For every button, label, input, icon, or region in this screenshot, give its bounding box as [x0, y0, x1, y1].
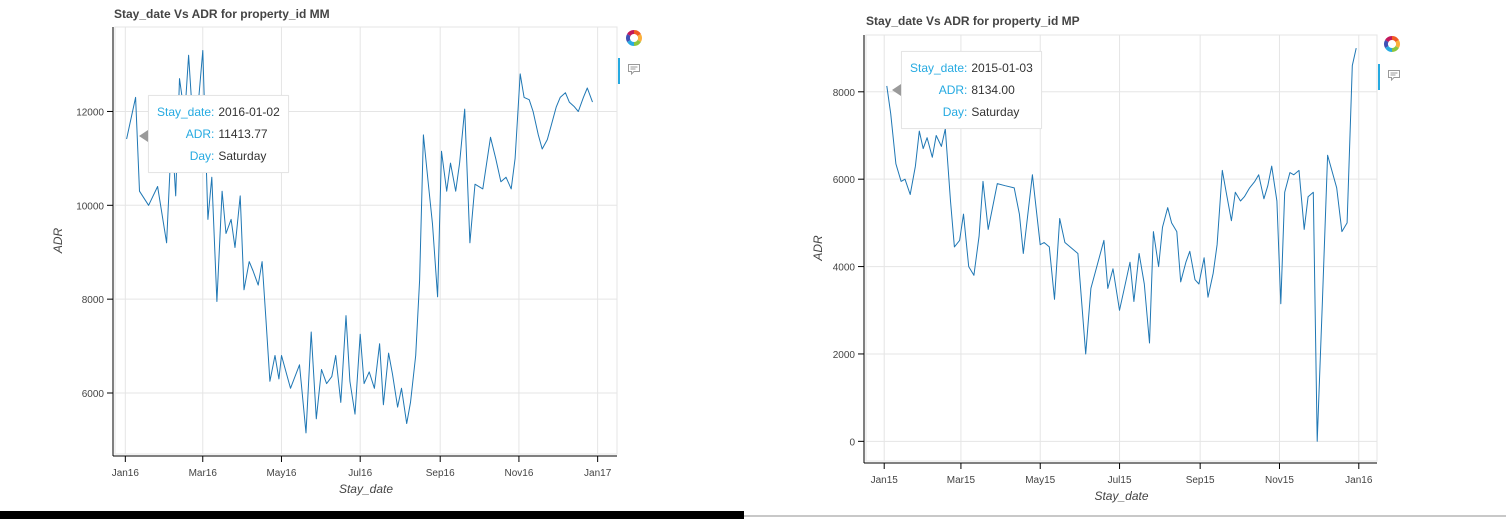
window-bottom-edge [0, 511, 744, 519]
tooltip-key-stay-date: Stay_date: [910, 61, 968, 75]
hover-tool-icon[interactable] [628, 64, 640, 75]
x-tick-label: Mar16 [189, 468, 218, 479]
x-tick-label: May15 [1025, 475, 1055, 486]
y-tick-label: 12000 [76, 107, 104, 118]
x-tick-label: Nov16 [504, 468, 533, 479]
hover-tooltip: Stay_date: 2015-01-03 ADR: 8134.00 Day: … [901, 51, 1042, 129]
y-tick-label: 8000 [82, 295, 105, 306]
tooltip-arrow-icon [139, 130, 148, 142]
tooltip-value-day: Saturday [971, 105, 1020, 119]
y-tick-label: 0 [849, 437, 855, 448]
active-tool-indicator [618, 58, 620, 84]
y-tick-label: 10000 [76, 201, 104, 212]
y-tick-label: 6000 [833, 175, 856, 186]
chart-title: Stay_date Vs ADR for property_id MP [866, 14, 1080, 28]
series-line [886, 47, 1357, 442]
tooltip-value-day: Saturday [218, 149, 267, 163]
y-tick-label: 2000 [833, 350, 856, 361]
x-tick-label: Sep16 [426, 468, 455, 479]
plot-frame [114, 26, 618, 455]
active-tool-indicator [1378, 64, 1380, 90]
y-axis-label: ADR [51, 228, 65, 255]
chart-toolbar [618, 28, 648, 88]
tooltip-value-adr: 8134.00 [971, 83, 1015, 97]
chart-panel-mm: Stay_date Vs ADR for property_id MM Jan1… [0, 0, 660, 505]
x-tick-label: Jan16 [112, 468, 140, 479]
tooltip-key-stay-date: Stay_date: [157, 105, 215, 119]
window-bottom-edge [744, 515, 1506, 517]
plot-frame [865, 34, 1378, 462]
plot-canvas[interactable]: Jan15 Mar15 May15 Jul15 Sep15 Nov15 Jan16 0 2000… [800, 0, 1440, 510]
x-axis-label: Stay_date [1094, 489, 1148, 503]
chart-title: Stay_date Vs ADR for property_id MM [114, 7, 330, 21]
series-line [126, 50, 593, 434]
plot-canvas[interactable]: Jan16 Mar16 May16 Jul16 Sep16 Nov16 Jan17 6000 8… [0, 0, 660, 505]
x-tick-label: Jan16 [1345, 475, 1373, 486]
chart-toolbar [1378, 34, 1406, 94]
tooltip-key-adr: ADR: [938, 83, 968, 97]
x-tick-label: Mar15 [947, 475, 976, 486]
tooltip-key-day: Day: [942, 105, 968, 119]
x-tick-label: Jul16 [348, 468, 372, 479]
chart-panel-mp: Stay_date Vs ADR for property_id MP Jan1… [800, 0, 1440, 510]
tooltip-key-day: Day: [189, 149, 215, 163]
x-axis-label: Stay_date [339, 482, 393, 496]
tooltip-key-adr: ADR: [185, 127, 215, 141]
x-tick-label: May16 [266, 468, 296, 479]
x-tick-label: Jul15 [1108, 475, 1132, 486]
y-tick-label: 8000 [833, 88, 856, 99]
bokeh-logo-icon[interactable] [624, 28, 644, 48]
hover-tool-icon[interactable] [1388, 70, 1400, 81]
tooltip-arrow-icon [892, 84, 901, 96]
hover-tooltip: Stay_date: 2016-01-02 ADR: 11413.77 Day:… [148, 95, 289, 173]
x-tick-label: Jan17 [584, 468, 612, 479]
tooltip-value-adr: 11413.77 [218, 127, 268, 141]
x-tick-label: Sep15 [1186, 475, 1215, 486]
y-tick-label: 4000 [833, 263, 856, 274]
y-axis-label: ADR [811, 235, 825, 262]
bokeh-logo-icon[interactable] [1382, 34, 1402, 54]
tooltip-value-stay-date: 2016-01-02 [218, 105, 280, 119]
y-tick-label: 6000 [82, 389, 105, 400]
x-tick-label: Jan15 [871, 475, 899, 486]
tooltip-value-stay-date: 2015-01-03 [971, 61, 1033, 75]
x-tick-label: Nov15 [1265, 475, 1294, 486]
